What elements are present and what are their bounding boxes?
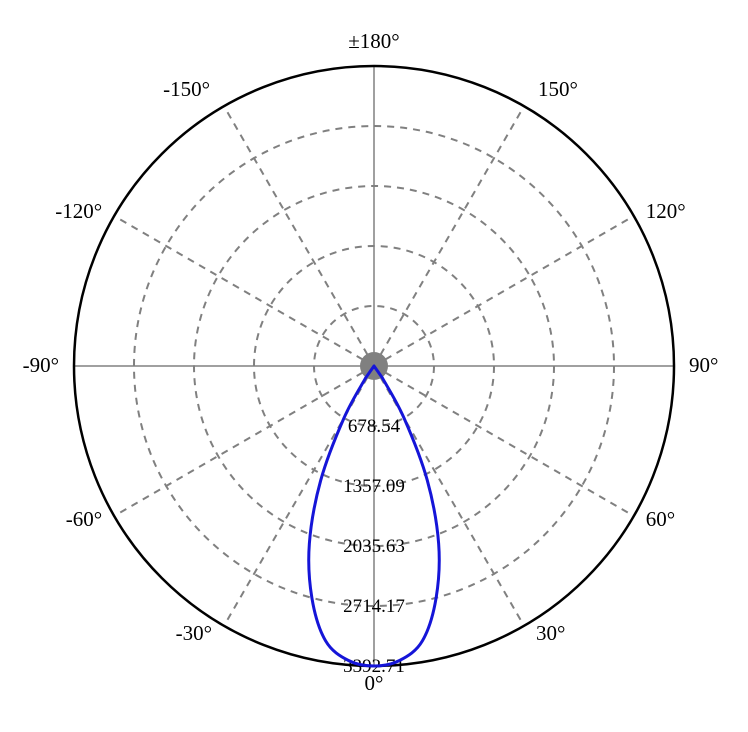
angle-tick-label: -120° xyxy=(55,199,102,223)
angle-tick-label: -150° xyxy=(163,77,210,101)
angle-tick-label: -90° xyxy=(23,353,59,377)
angle-tick-label: 30° xyxy=(536,621,565,645)
angle-tick-label: ±180° xyxy=(348,29,399,53)
radial-tick-label: 678.54 xyxy=(348,416,401,437)
angle-tick-label: 90° xyxy=(689,353,718,377)
angle-tick-label: 60° xyxy=(646,507,675,531)
radial-tick-label: 2035.63 xyxy=(343,536,405,557)
radial-tick-label: 1357.09 xyxy=(343,476,405,497)
angle-tick-label: 120° xyxy=(646,199,686,223)
angle-tick-label: 0° xyxy=(365,671,384,695)
angle-tick-label: -30° xyxy=(176,621,212,645)
angle-tick-label: -60° xyxy=(66,507,102,531)
polar-chart: 678.541357.092035.632714.173392.71±180°1… xyxy=(0,0,748,732)
radial-tick-label: 2714.17 xyxy=(343,596,405,617)
polar-chart-svg: 678.541357.092035.632714.173392.71±180°1… xyxy=(0,0,748,732)
angle-tick-label: 150° xyxy=(538,77,578,101)
